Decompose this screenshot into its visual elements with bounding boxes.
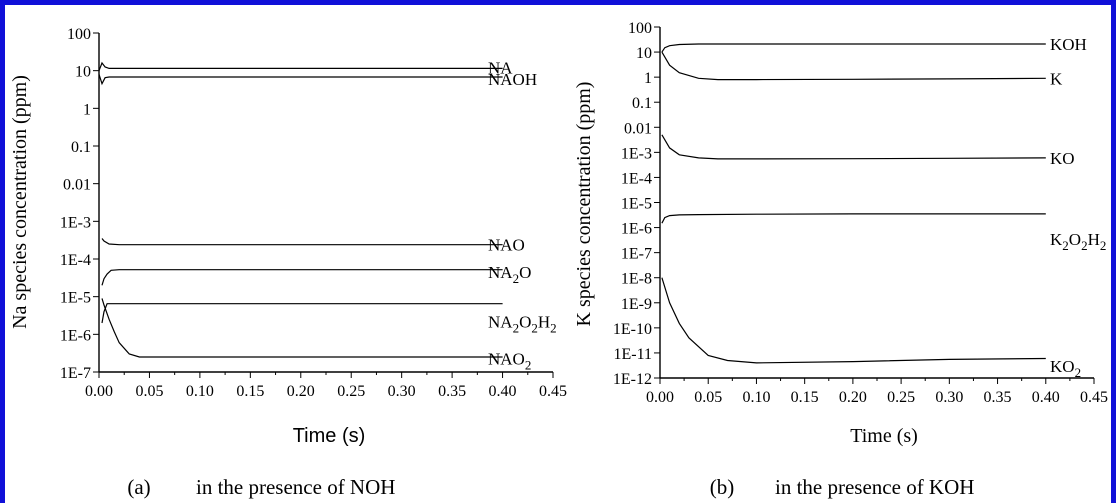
x-tick-label: 0.25 [337,383,365,400]
x-tick-label: 0.30 [935,389,963,406]
x-tick-label: 0.05 [135,383,163,400]
y-axis-label-a: Na species concentration (ppm) [9,75,31,329]
caption-a: in the presence of NOH [196,475,395,499]
y-tick-label: 1 [644,70,652,87]
series-line [101,238,503,246]
x-tick-label: 0.25 [887,389,915,406]
y-tick-label: 10 [75,64,91,81]
y-tick-label: 1E-4 [60,252,91,269]
y-tick-label: 1E-5 [60,290,91,307]
caption-tag-b: (b) [710,475,735,499]
y-tick-label: 0.01 [624,120,652,137]
y-axis-label-b: K species concentration (ppm) [573,82,595,327]
series-label: NAO2 [488,349,531,372]
y-tick-label: 1E-9 [621,296,652,313]
series-line [661,213,1046,224]
y-tick-label: 1E-4 [621,170,652,187]
series-label: K [1050,69,1063,88]
y-tick-label: 0.01 [63,177,91,194]
chart-panel-b: K species concentration (ppm) Time (s) (… [573,20,1108,499]
y-tick-label: 1E-10 [613,321,652,338]
series-line [101,298,503,358]
caption-b: in the presence of KOH [775,475,974,499]
series-label: KO2 [1050,357,1081,380]
y-tick-label: 1E-11 [613,346,652,363]
x-tick-label: 0.35 [984,389,1012,406]
caption-tag-a: (a) [127,475,150,499]
frame-border-top [0,0,1116,5]
series-line [101,269,503,286]
series-line [661,43,1046,53]
x-tick-label: 0.45 [1080,389,1108,406]
x-tick-label: 0.15 [791,389,819,406]
x-tick-label: 0.45 [539,383,567,400]
series-line [98,74,503,86]
x-tick-label: 0.15 [236,383,264,400]
y-tick-label: 0.1 [632,95,652,112]
plot-area-b: 0.00 0.05 0.10 0.15 0.20 0.25 0.30 0.35 0.40 0.45… [613,20,1108,406]
y-tick-label: 1E-8 [621,271,652,288]
series-label: NA [488,59,513,78]
x-tick-label: 0.00 [85,383,113,400]
series-label: NA2O [488,263,531,286]
x-tick-label: 0.40 [489,383,517,400]
x-tick-label: 0.20 [287,383,315,400]
x-tick-label: 0.10 [742,389,770,406]
series-line [98,61,503,71]
y-tick-label: 0.1 [71,139,91,156]
series-label: NA2O2H2 [488,312,557,335]
x-tick-label: 0.40 [1032,389,1060,406]
y-tick-label: 1E-12 [613,371,652,388]
y-tick-label: 1E-5 [621,196,652,213]
frame-border-left [0,0,5,503]
chart-panel-a: Na species concentration (ppm) Time (s) … [9,26,567,499]
series-label: NAOH [488,70,537,89]
plot-area-a: 0.00 0.05 0.10 0.15 0.20 0.25 0.30 0.35 0.40 0.45… [60,26,567,400]
x-axis-label-a: Time (s) [293,425,366,447]
y-tick-label: 1E-7 [60,365,91,382]
series-label: KO [1050,149,1075,168]
y-tick-label: 10 [636,45,652,62]
x-tick-label: 0.10 [186,383,214,400]
x-tick-label: 0.05 [694,389,722,406]
x-tick-label: 0.35 [438,383,466,400]
y-tick-label: 1E-6 [621,221,652,238]
y-tick-label: 1E-7 [621,246,652,263]
x-tick-label: 0.30 [388,383,416,400]
frame-border-right [1111,0,1116,503]
y-tick-label: 1E-3 [60,214,91,231]
series-line [661,51,1046,81]
y-tick-label: 100 [67,26,91,43]
series-line [661,134,1046,160]
x-tick-label: 0.20 [839,389,867,406]
y-tick-label: 1E-3 [621,145,652,162]
series-label: K2O2H2 [1050,230,1106,253]
series-line [661,277,1046,364]
series-line [101,303,503,324]
x-axis-label-b: Time (s) [850,425,918,447]
y-tick-label: 1 [83,101,91,118]
x-tick-label: 0.00 [646,389,674,406]
y-tick-label: 1E-6 [60,327,91,344]
series-label: KOH [1050,35,1087,54]
y-tick-label: 100 [628,20,652,37]
series-label: NAO [488,236,525,255]
